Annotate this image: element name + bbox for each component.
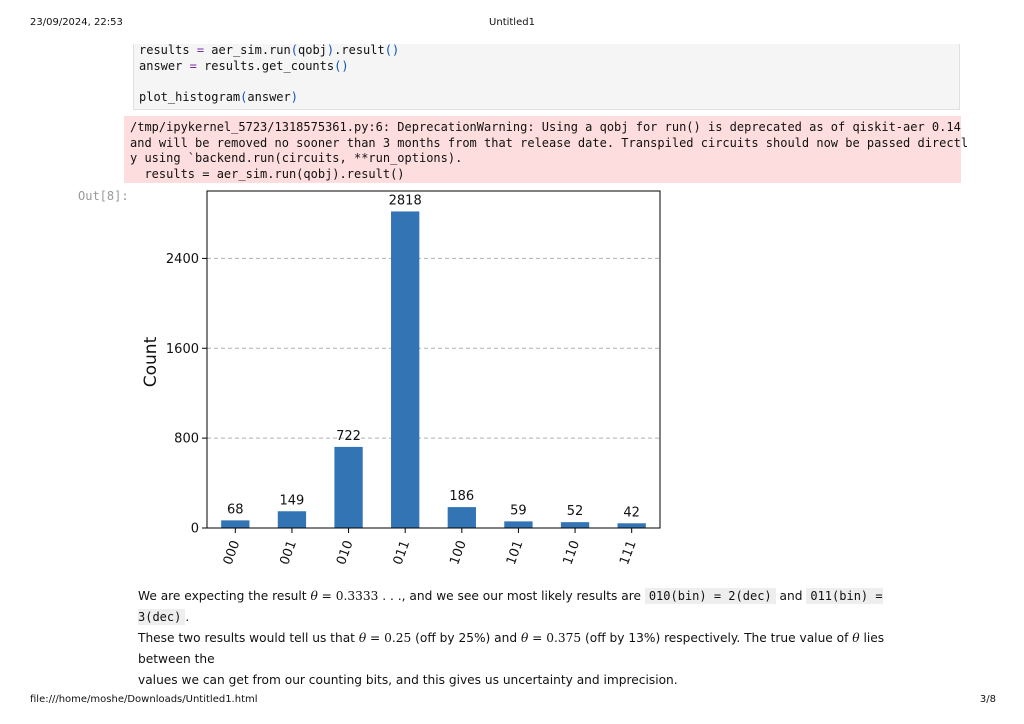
bar-value-label: 52: [567, 504, 584, 519]
bar: [504, 521, 533, 528]
bar-value-label: 186: [449, 489, 474, 504]
x-tick-label: 000: [221, 539, 244, 567]
x-tick-label: 011: [391, 539, 414, 567]
x-tick-label: 010: [334, 539, 357, 567]
chart-x-ticks: 000 001 010 011 100 101 110 111: [221, 528, 640, 567]
chart-bars: [221, 211, 646, 528]
print-datetime: 23/09/2024, 22:53: [30, 17, 123, 28]
chart-y-ticks: 0 800 1600 2400: [166, 252, 207, 537]
chart-gridlines: [207, 257, 660, 439]
prose-line-2: These two results would tell us that θ =…: [138, 631, 885, 666]
warning-line: results = aer_sim.run(qobj).result(): [130, 166, 405, 181]
bar: [391, 211, 420, 528]
output-prompt: Out[8]:: [78, 189, 129, 203]
x-tick-label: 111: [617, 539, 640, 567]
page-url: file:///home/moshe/Downloads/Untitled1.h…: [30, 694, 258, 705]
bar-value-label: 42: [623, 505, 640, 520]
y-tick-label: 0: [191, 522, 199, 537]
y-tick-label: 800: [174, 432, 199, 447]
bar: [447, 507, 476, 528]
bar-value-label: 68: [227, 502, 244, 517]
y-tick-label: 2400: [166, 252, 199, 267]
warning-line: and will be removed no sooner than 3 mon…: [130, 135, 969, 150]
bar-value-label: 722: [336, 429, 361, 444]
explanation-text: We are expecting the result θ = 0.3333 .…: [138, 586, 938, 691]
bar: [617, 523, 646, 528]
x-tick-label: 110: [560, 539, 583, 567]
inline-code: 010(bin) = 2(dec): [644, 588, 776, 604]
code-cell[interactable]: results = aer_sim.run(qobj).result() ans…: [133, 43, 960, 110]
bar-value-label: 2818: [389, 193, 422, 208]
bar: [334, 446, 363, 528]
prose-line-1: We are expecting the result θ = 0.3333 .…: [138, 588, 883, 625]
y-tick-label: 1600: [166, 342, 199, 357]
deprecation-warning-output: /tmp/ipykernel_5723/1318575361.py:6: Dep…: [124, 116, 969, 183]
code-line: results = aer_sim.run(qobj).result(): [139, 43, 400, 57]
code-line: answer = results.get_counts(): [139, 59, 349, 73]
chart-frame: [206, 190, 661, 529]
page-number: 3/8: [979, 694, 996, 705]
warning-line: y using `backend.run(circuits, **run_opt…: [130, 151, 463, 165]
bar: [560, 522, 590, 528]
prose-line-3: values we can get from our counting bits…: [138, 673, 678, 687]
chart-data-labels: 68 149 722 2818 186 59 52 42: [227, 193, 640, 520]
page-title: Untitled1: [489, 17, 535, 28]
bar: [277, 511, 307, 528]
x-tick-label: 100: [447, 539, 470, 567]
bar-value-label: 149: [280, 493, 305, 508]
y-axis-label: Count: [141, 336, 161, 387]
code-line: plot_histogram(answer): [139, 90, 298, 104]
bar: [221, 520, 250, 528]
bar-value-label: 59: [510, 503, 527, 518]
x-tick-label: 001: [277, 539, 300, 567]
warning-line: /tmp/ipykernel_5723/1318575361.py:6: Dep…: [130, 120, 961, 134]
x-tick-label: 101: [504, 539, 527, 567]
